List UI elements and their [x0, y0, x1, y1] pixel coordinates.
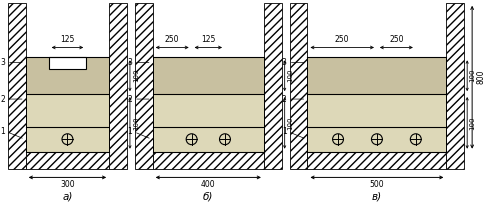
Bar	[307, 152, 445, 169]
Text: в): в)	[371, 191, 381, 201]
Bar	[26, 127, 109, 152]
Text: 1: 1	[127, 127, 132, 136]
Text: 1: 1	[0, 127, 5, 136]
Text: 100: 100	[287, 116, 293, 130]
Bar	[109, 3, 127, 169]
Text: 250: 250	[388, 35, 403, 43]
Bar	[26, 94, 109, 127]
Text: 100: 100	[468, 69, 474, 82]
Text: 400: 400	[200, 180, 215, 189]
Bar	[152, 152, 263, 169]
Bar	[152, 94, 263, 127]
Text: 2: 2	[0, 95, 5, 103]
Bar	[307, 57, 445, 94]
Text: 100: 100	[133, 69, 138, 82]
Bar	[26, 152, 109, 169]
Text: 100: 100	[468, 116, 474, 130]
Bar	[152, 57, 263, 94]
Text: 125: 125	[201, 35, 215, 43]
Text: 250: 250	[334, 35, 349, 43]
Text: 250: 250	[165, 35, 179, 43]
Bar	[263, 3, 281, 169]
Text: 3: 3	[281, 58, 286, 67]
Bar	[48, 57, 86, 69]
Text: 100: 100	[133, 116, 138, 130]
Bar	[289, 3, 307, 169]
Text: 100: 100	[287, 69, 293, 82]
Bar	[307, 127, 445, 152]
Text: 125: 125	[60, 35, 75, 43]
Text: 300: 300	[60, 180, 75, 189]
Bar	[445, 3, 463, 169]
Bar	[135, 3, 152, 169]
Text: 2: 2	[127, 95, 132, 103]
Bar	[8, 3, 26, 169]
Bar	[26, 57, 109, 94]
Text: 500: 500	[369, 180, 383, 189]
Text: 3: 3	[127, 58, 132, 67]
Bar	[152, 127, 263, 152]
Text: а): а)	[62, 191, 73, 201]
Text: 800: 800	[475, 70, 484, 85]
Text: б): б)	[203, 191, 213, 201]
Text: 2: 2	[281, 95, 286, 103]
Text: 1: 1	[281, 127, 286, 136]
Text: 3: 3	[0, 58, 5, 67]
Bar	[307, 94, 445, 127]
